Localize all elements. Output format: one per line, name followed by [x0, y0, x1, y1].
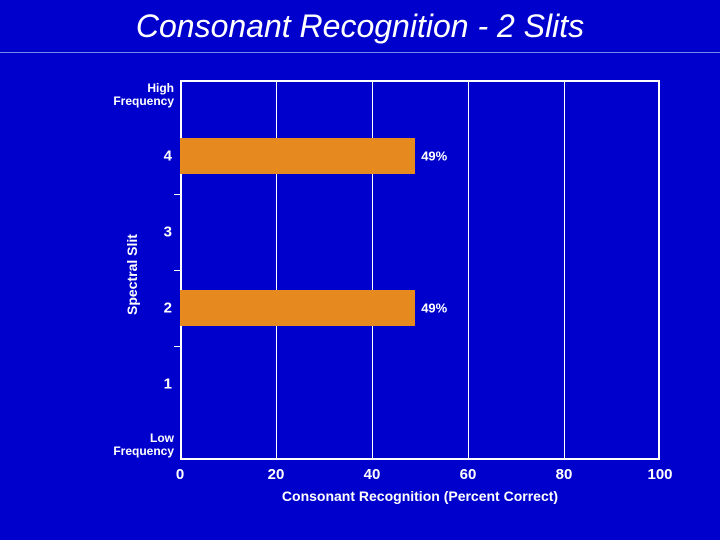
slide-title: Consonant Recognition - 2 Slits [0, 8, 720, 45]
gridline [276, 80, 277, 460]
chart: Spectral Slit Consonant Recognition (Per… [80, 70, 680, 520]
x-tick-label: 100 [647, 466, 672, 483]
bar-value-label: 49% [421, 301, 447, 316]
x-tick-label: 40 [364, 466, 381, 483]
y-tick-label: 1 [152, 376, 172, 393]
y-tick-label: 3 [152, 224, 172, 241]
x-tick-label: 80 [556, 466, 573, 483]
y-tick-label: 2 [152, 300, 172, 317]
y-top-annotation: HighFrequency [102, 82, 174, 108]
gridline [468, 80, 469, 460]
x-tick-label: 0 [176, 466, 184, 483]
bar-value-label: 49% [421, 149, 447, 164]
x-axis-title: Consonant Recognition (Percent Correct) [270, 488, 570, 504]
y-minor-tick [174, 346, 180, 347]
y-tick-label: 4 [152, 148, 172, 165]
y-minor-tick [174, 194, 180, 195]
bar [180, 290, 415, 326]
title-underline [0, 52, 720, 53]
x-tick-label: 20 [268, 466, 285, 483]
y-axis-title: Spectral Slit [124, 234, 140, 315]
bar [180, 138, 415, 174]
gridline [564, 80, 565, 460]
gridline [372, 80, 373, 460]
x-tick-label: 60 [460, 466, 477, 483]
y-minor-tick [174, 270, 180, 271]
y-bottom-annotation: LowFrequency [102, 432, 174, 458]
plot-area [180, 80, 660, 460]
